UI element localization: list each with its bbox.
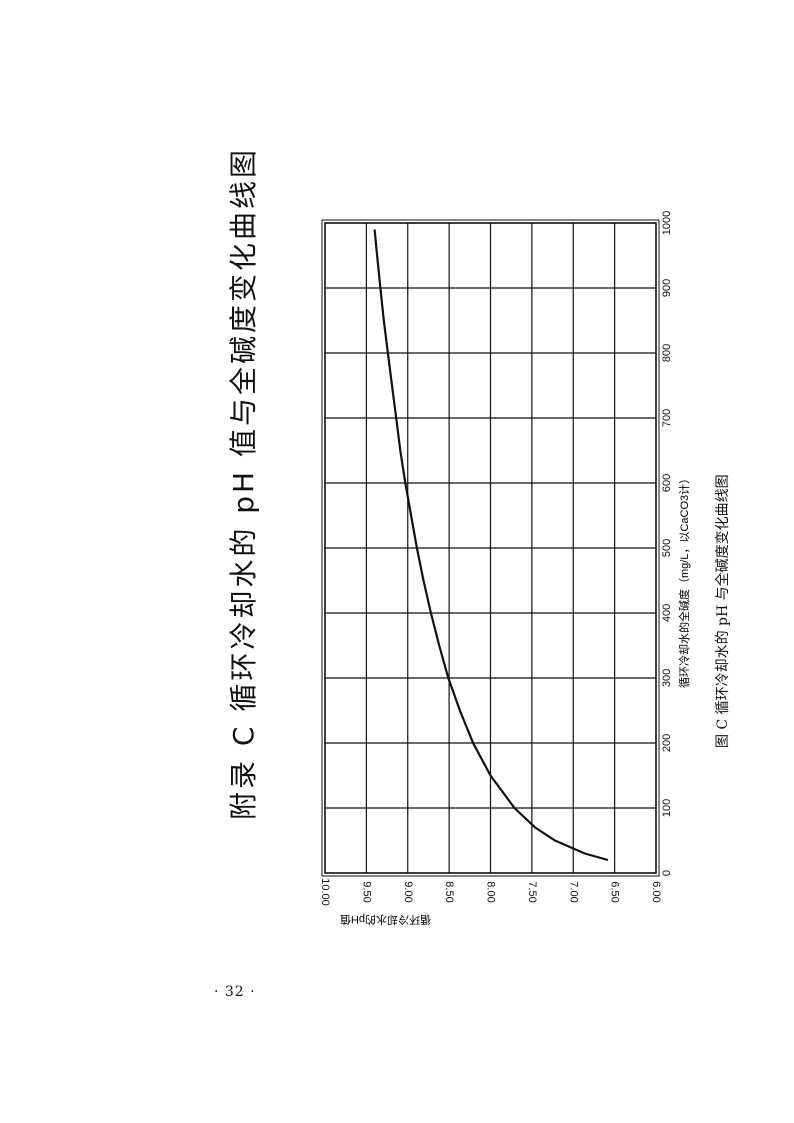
x-tick-label: 400 bbox=[661, 604, 673, 622]
x-tick-labels: 0 100 200 300 400 500 600 700 800 900 1000 bbox=[661, 211, 673, 876]
x-tick-label: 200 bbox=[661, 734, 673, 752]
plot-frame bbox=[324, 222, 657, 874]
x-tick-label: 1000 bbox=[661, 211, 673, 235]
x-tick-label: 700 bbox=[661, 409, 673, 427]
y-tick-label: 8.50 bbox=[443, 881, 455, 902]
y-tick-label: 7.50 bbox=[526, 881, 538, 902]
y-tick-label: 7.00 bbox=[567, 881, 579, 902]
x-tick-label: 900 bbox=[661, 279, 673, 297]
ph-curve bbox=[373, 229, 609, 862]
x-tick-label: 800 bbox=[661, 344, 673, 362]
x-tick-label: 600 bbox=[661, 474, 673, 492]
x-tick-label: 0 bbox=[661, 870, 673, 876]
x-tick-label: 300 bbox=[661, 669, 673, 687]
x-axis-label: 循环冷却水的全碱度（mg/L，以CaCO3计） bbox=[677, 473, 691, 688]
y-tick-labels: 10.00 9.50 9.00 8.50 8.00 7.50 7.00 6.50 6.00 bbox=[319, 878, 662, 906]
y-tick-label: 9.00 bbox=[402, 881, 414, 902]
y-tick-label: 8.00 bbox=[485, 881, 497, 902]
figure-caption: 图 C 循环冷却水的 pH 与全碱度变化曲线图 bbox=[715, 474, 731, 748]
outer-frame bbox=[321, 219, 660, 877]
y-tick-label: 9.50 bbox=[360, 881, 372, 902]
x-tick-label: 100 bbox=[661, 799, 673, 817]
y-tick-label: 6.50 bbox=[609, 881, 621, 902]
page-number: · 32 · bbox=[214, 984, 256, 1000]
y-tick-label: 10.00 bbox=[319, 878, 331, 906]
x-tick-label: 500 bbox=[661, 539, 673, 557]
y-tick-label: 6.00 bbox=[650, 881, 662, 902]
y-axis-label: 循环冷却水的pH值 bbox=[340, 913, 431, 927]
